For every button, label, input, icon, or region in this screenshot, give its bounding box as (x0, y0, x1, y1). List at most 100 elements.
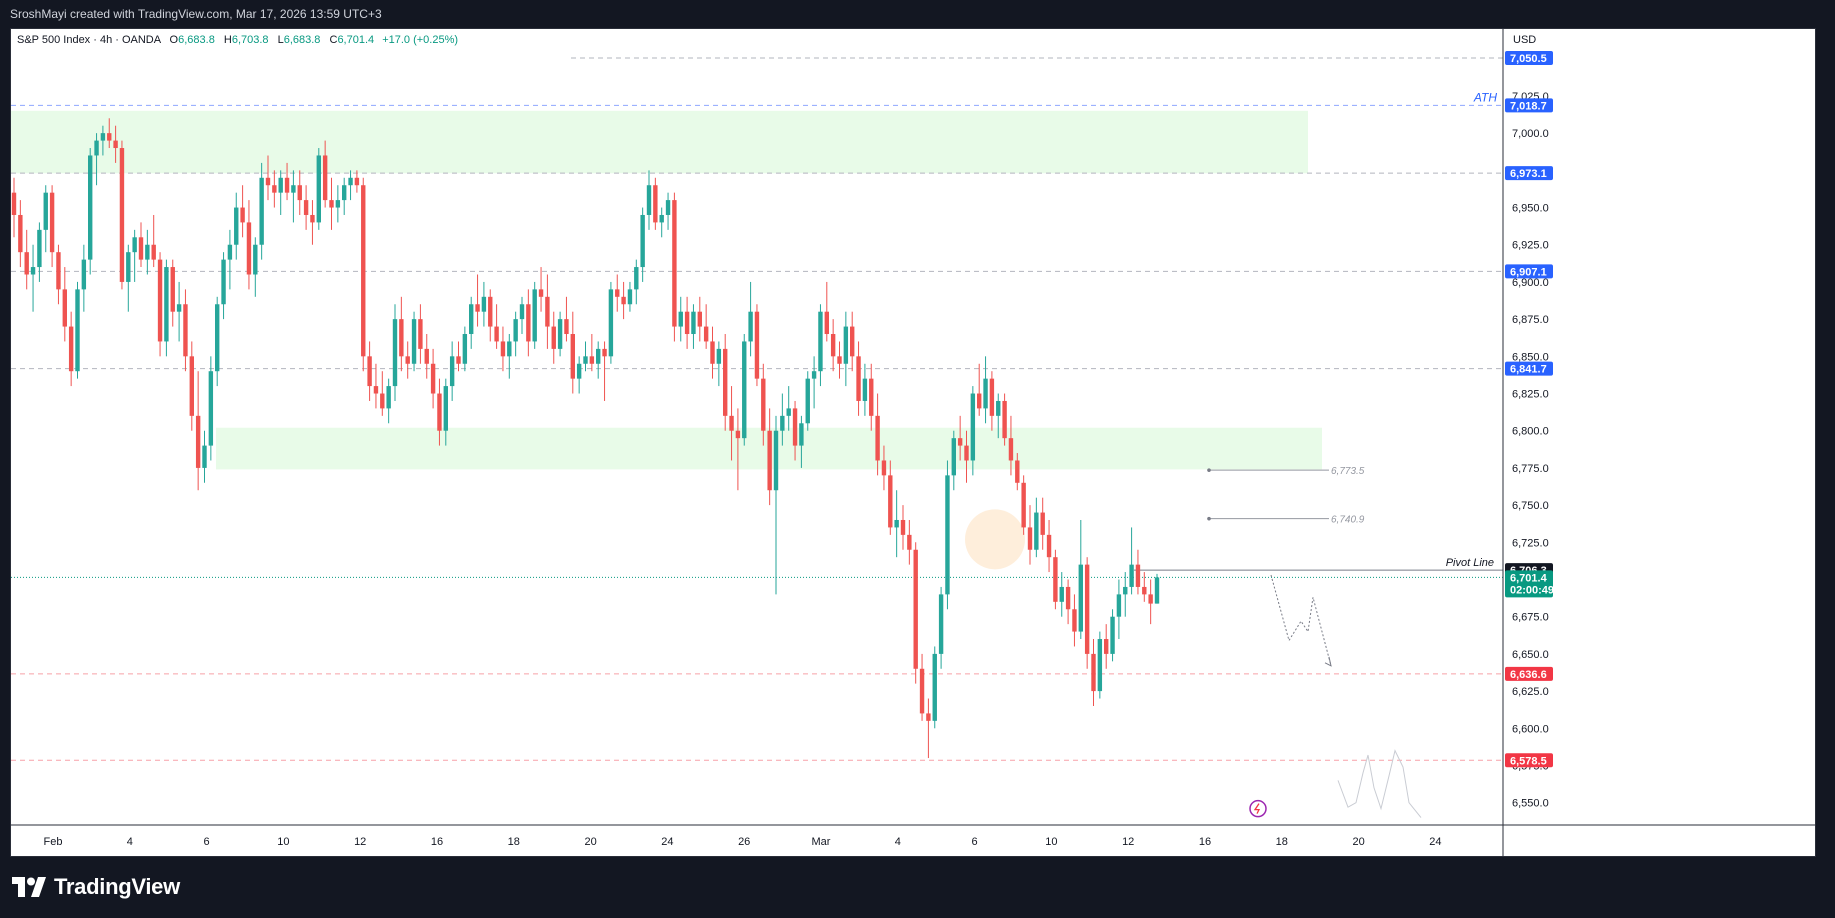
candle-body (303, 200, 309, 215)
countdown-label: 02:00:49 (1510, 584, 1554, 596)
candle (557, 311, 563, 357)
candle-body (456, 356, 461, 364)
price-tag-label: 6,578.5 (1510, 755, 1547, 767)
candle (113, 125, 118, 163)
candle-body (799, 423, 804, 446)
candle-body (773, 430, 779, 491)
candle (456, 341, 461, 372)
candle (856, 341, 861, 416)
price-tag (1505, 361, 1553, 376)
candle-body (1072, 609, 1077, 632)
target-anchor (1207, 516, 1211, 521)
candle-body (481, 296, 487, 312)
open-value: 6,683.8 (178, 34, 215, 46)
candle (443, 378, 448, 446)
candle-body (1116, 594, 1122, 617)
candle (786, 386, 791, 431)
candle (462, 326, 468, 372)
tradingview-logo[interactable]: TradingView (12, 874, 180, 900)
candle (926, 698, 931, 759)
candle (1072, 594, 1077, 647)
candle-body (164, 267, 169, 342)
candle-body (869, 378, 874, 416)
candle (646, 170, 652, 230)
candle (227, 229, 233, 290)
candle (1148, 579, 1153, 625)
candle-body (183, 304, 188, 357)
candle-body (1104, 639, 1109, 654)
chart-panel[interactable]: ATH Pivot Line 6,773.5 6,740.9 USD 7,025.0 7,… (10, 28, 1816, 857)
candle (18, 200, 23, 268)
price-tag-label: 7,050.5 (1510, 53, 1547, 65)
candle-body (653, 185, 658, 223)
candle (513, 311, 518, 357)
candle (94, 133, 99, 186)
candle (881, 445, 887, 491)
candle-body (932, 653, 937, 721)
candle-body (697, 311, 702, 327)
candle (75, 281, 80, 379)
candle-body (627, 289, 633, 305)
candle-body (735, 430, 741, 439)
candle (888, 460, 893, 535)
time-tick: 20 (584, 836, 596, 848)
time-tick: Mar (812, 836, 831, 848)
candle-body (30, 267, 36, 275)
low-value: 6,683.8 (283, 34, 321, 46)
candle (1142, 572, 1147, 602)
candle (684, 296, 690, 349)
price-tick: 6,950.0 (1512, 203, 1549, 215)
candle-body (316, 155, 321, 223)
candle (189, 341, 194, 431)
candle (665, 192, 671, 230)
candle (221, 252, 226, 320)
candle (411, 311, 417, 372)
time-tick: 12 (1122, 836, 1134, 848)
candle-body (875, 415, 880, 461)
candle (469, 296, 474, 349)
candle-body (1008, 438, 1014, 461)
candle (1015, 453, 1020, 491)
candle (627, 281, 633, 312)
candle (1123, 572, 1128, 617)
price-tick: 6,650.0 (1512, 649, 1549, 661)
candle (316, 148, 321, 230)
candle (284, 162, 290, 201)
candle (183, 289, 188, 372)
candle (792, 400, 798, 461)
price-tag (1505, 98, 1553, 113)
candle-body (348, 177, 353, 186)
candle-body (786, 408, 791, 416)
candle (88, 148, 93, 275)
candle-body (837, 356, 842, 364)
candle (672, 192, 677, 342)
candle-body (811, 371, 817, 379)
candle (246, 200, 252, 290)
candle (1059, 572, 1064, 617)
candle-body (253, 244, 258, 275)
candle-body (526, 304, 531, 342)
candle (132, 229, 137, 282)
candle-body (754, 311, 760, 379)
candle (195, 371, 201, 491)
candle-body (43, 192, 48, 230)
candle (126, 244, 131, 312)
candle-body (157, 259, 163, 342)
candle (303, 185, 309, 230)
candle (570, 311, 575, 394)
candle (729, 386, 734, 461)
candle-body (418, 319, 423, 349)
candle-body (907, 534, 912, 550)
candle-body (564, 319, 569, 335)
candle-body (335, 200, 341, 208)
target-anchor (1207, 468, 1211, 472)
projection-arrow (1324, 656, 1332, 667)
brand-name: TradingView (54, 874, 180, 899)
candle (773, 415, 779, 595)
candle (449, 341, 455, 401)
candle (437, 378, 442, 446)
candle-body (284, 177, 290, 193)
chart-caption: SroshMayi created with TradingView.com, … (10, 7, 382, 21)
candle-body (583, 356, 588, 364)
